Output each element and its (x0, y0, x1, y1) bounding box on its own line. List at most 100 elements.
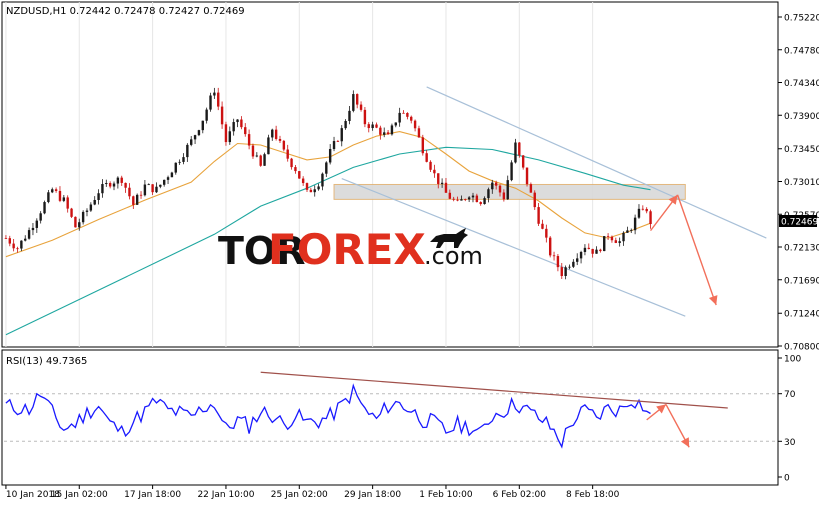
candle[interactable] (394, 122, 397, 128)
channel-upper-line[interactable] (426, 86, 767, 239)
candle[interactable] (70, 207, 73, 219)
candle[interactable] (224, 121, 228, 146)
candle[interactable] (491, 179, 494, 194)
candle[interactable] (328, 144, 332, 165)
resistance-zone[interactable] (333, 183, 686, 200)
candle[interactable] (626, 226, 629, 233)
ma-fast-line[interactable] (5, 131, 651, 258)
candle[interactable] (637, 204, 641, 219)
candle[interactable] (336, 139, 340, 142)
candle[interactable] (93, 196, 96, 206)
candle[interactable] (294, 164, 297, 174)
candle[interactable] (444, 178, 448, 193)
candle[interactable] (301, 176, 305, 186)
candle[interactable] (321, 172, 324, 191)
candle[interactable] (205, 107, 208, 124)
candle[interactable] (271, 128, 274, 141)
forecast-arrow-main[interactable] (649, 194, 718, 306)
candle[interactable] (576, 253, 579, 266)
candle[interactable] (155, 182, 158, 193)
candle[interactable] (633, 214, 637, 235)
candle[interactable] (583, 244, 587, 256)
candle[interactable] (124, 182, 127, 193)
candle[interactable] (390, 123, 394, 136)
candle[interactable] (186, 143, 189, 162)
rsi-plot-area[interactable] (1, 349, 779, 486)
candle[interactable] (251, 143, 255, 159)
candle[interactable] (425, 149, 428, 163)
candle[interactable] (510, 160, 513, 182)
candle[interactable] (39, 211, 42, 224)
candle[interactable] (379, 125, 382, 140)
candle[interactable] (498, 184, 502, 197)
candle[interactable] (545, 224, 548, 243)
candle[interactable] (108, 181, 112, 189)
candle[interactable] (533, 190, 536, 210)
candle[interactable] (421, 134, 425, 156)
candle[interactable] (228, 126, 232, 145)
candle[interactable] (12, 239, 15, 252)
rsi-trendline[interactable] (260, 371, 728, 409)
candle[interactable] (525, 167, 529, 187)
candle[interactable] (35, 218, 39, 233)
candle[interactable] (201, 120, 204, 134)
candle[interactable] (355, 93, 359, 109)
candle[interactable] (437, 173, 440, 189)
candle[interactable] (128, 183, 131, 200)
candle[interactable] (178, 159, 181, 165)
candle[interactable] (552, 251, 556, 261)
candle[interactable] (506, 175, 509, 200)
candle[interactable] (487, 187, 490, 203)
candle[interactable] (606, 233, 610, 240)
candle[interactable] (541, 219, 544, 230)
candle[interactable] (363, 106, 367, 128)
channel-lower-line[interactable] (341, 177, 686, 317)
candle[interactable] (66, 195, 69, 213)
candle[interactable] (240, 116, 243, 130)
candle[interactable] (464, 198, 467, 202)
candle[interactable] (112, 181, 116, 191)
candle[interactable] (286, 144, 289, 162)
candle[interactable] (166, 175, 170, 184)
candle[interactable] (116, 176, 120, 189)
candle[interactable] (298, 170, 301, 179)
candle[interactable] (587, 243, 590, 250)
candle[interactable] (4, 235, 8, 239)
candle[interactable] (502, 189, 506, 202)
candle[interactable] (132, 195, 135, 209)
candle[interactable] (313, 185, 316, 197)
candle[interactable] (572, 259, 575, 269)
main-plot-area[interactable] (1, 1, 779, 348)
candle[interactable] (471, 192, 475, 203)
candle[interactable] (58, 186, 62, 203)
candle[interactable] (359, 101, 363, 112)
candle[interactable] (174, 162, 177, 175)
candle[interactable] (406, 112, 409, 120)
candle[interactable] (317, 183, 320, 191)
candle[interactable] (8, 235, 11, 247)
candle[interactable] (483, 196, 486, 205)
candle[interactable] (31, 223, 35, 236)
candle[interactable] (599, 248, 602, 253)
candle[interactable] (51, 187, 54, 194)
candle[interactable] (89, 202, 93, 212)
candle[interactable] (614, 237, 618, 244)
candle[interactable] (16, 246, 19, 253)
candle[interactable] (162, 179, 166, 187)
candle[interactable] (193, 134, 197, 144)
candle[interactable] (267, 134, 270, 155)
candle[interactable] (429, 160, 432, 173)
candle[interactable] (537, 202, 540, 227)
candle[interactable] (610, 235, 614, 243)
candle[interactable] (236, 119, 239, 128)
candle[interactable] (290, 157, 293, 170)
candle[interactable] (603, 236, 606, 252)
candle[interactable] (386, 130, 390, 135)
candle[interactable] (309, 187, 313, 193)
candle[interactable] (433, 164, 436, 178)
candle[interactable] (27, 227, 31, 240)
candle[interactable] (344, 119, 347, 130)
candle[interactable] (591, 248, 594, 258)
candle[interactable] (244, 123, 247, 137)
candle[interactable] (209, 92, 212, 112)
